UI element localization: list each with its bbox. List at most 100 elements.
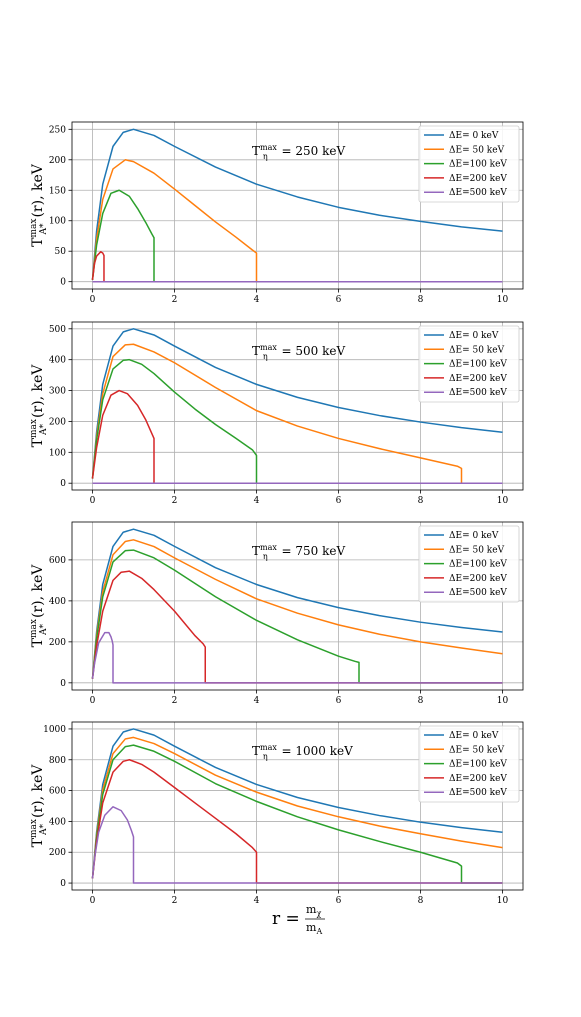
x-tick-label: 6 [336, 496, 342, 506]
ylabel-rest: (r), keV [30, 163, 46, 217]
series-line-2 [91, 159, 503, 283]
x-label-numerator: mχ [306, 903, 321, 918]
annotation-rest: = 1000 keV [278, 744, 353, 758]
legend-label: ΔE=500 keV [449, 788, 507, 798]
plot-frame [71, 721, 524, 891]
annotation-rest: = 250 keV [278, 144, 346, 158]
series-line-4 [91, 759, 503, 884]
x-axis-label: r = [272, 909, 300, 929]
annotation-sup: max [260, 543, 277, 552]
annotation-symbol: T [252, 344, 260, 358]
ylabel-sup: max [29, 419, 39, 438]
legend-label: ΔE= 0 keV [449, 331, 499, 341]
series-line-3 [91, 358, 503, 484]
series-line-1 [91, 328, 503, 479]
series-line-4 [91, 251, 503, 283]
legend-label: ΔE=100 keV [449, 760, 507, 770]
ylabel-sub: A* [39, 824, 49, 836]
y-tick-label: 0 [60, 278, 66, 288]
series-line-1 [91, 528, 503, 679]
series-line-3 [91, 549, 503, 684]
legend-box [418, 125, 520, 203]
legend-label: ΔE= 50 keV [449, 145, 505, 155]
x-tick-label: 8 [418, 896, 424, 906]
ylabel-sup: max [29, 619, 39, 638]
x-tick-label: 4 [254, 696, 260, 706]
series-line-2 [91, 736, 503, 879]
x-label-main: r = [272, 909, 300, 929]
legend: ΔE= 0 keV ΔE= 50 keV ΔE=100 keV ΔE=200 keV Δ… [418, 525, 520, 603]
panel-annotation: Tmax η = 1000 keV [252, 743, 353, 761]
annotation-symbol: T [252, 744, 260, 758]
legend-box [418, 325, 520, 403]
legend-label: ΔE=200 keV [449, 374, 507, 384]
x-tick-label: 6 [336, 696, 342, 706]
ylabel-sub: A* [39, 223, 49, 235]
x-tick-label: 10 [497, 496, 509, 506]
x-tick-label: 10 [497, 896, 509, 906]
y-tick-label: 0 [60, 679, 66, 689]
y-tick-label: 250 [49, 125, 66, 135]
ylabel-sup: max [29, 819, 39, 838]
ylabel-symbol: T [30, 437, 46, 447]
x-tick-label: 0 [90, 295, 96, 305]
ylabel-symbol: T [30, 637, 46, 647]
y-tick-label: 200 [49, 848, 66, 858]
y-tick-label: 600 [49, 787, 66, 797]
ylabel-sup: max [29, 219, 39, 238]
ylabel-rest: (r), keV [30, 364, 46, 418]
series-line-2 [91, 539, 503, 679]
y-tick-label: 150 [49, 186, 66, 196]
plot-frame [71, 321, 524, 491]
series-line-4 [91, 389, 503, 484]
legend: ΔE= 0 keV ΔE= 50 keV ΔE=100 keV ΔE=200 keV Δ… [418, 725, 520, 803]
legend-label: ΔE= 0 keV [449, 731, 499, 741]
series-line-5 [91, 806, 503, 884]
ylabel-rest: (r), keV [30, 564, 46, 618]
y-tick-label: 300 [49, 387, 66, 397]
y-tick-label: 0 [60, 879, 66, 889]
series-line-5 [91, 631, 503, 684]
y-tick-label: 400 [49, 817, 66, 827]
ylabel-sub: A* [39, 424, 49, 436]
y-tick-label: 200 [49, 156, 66, 166]
legend-label: ΔE= 50 keV [449, 745, 505, 755]
series-line-1 [91, 728, 503, 879]
ylabel-rest: (r), keV [30, 764, 46, 818]
y-axis-label: TmaxA* (r), keV [29, 764, 49, 848]
ylabel-symbol: T [30, 237, 46, 247]
ylabel-sub: A* [39, 624, 49, 636]
annotation-sup: max [260, 343, 277, 352]
y-tick-label: 100 [49, 217, 66, 227]
x-tick-label: 0 [90, 896, 96, 906]
annotation-sup: max [260, 743, 277, 752]
legend: ΔE= 0 keV ΔE= 50 keV ΔE=100 keV ΔE=200 keV Δ… [418, 325, 520, 403]
legend-label: ΔE=200 keV [449, 774, 507, 784]
x-tick-label: 8 [418, 496, 424, 506]
x-tick-label: 4 [254, 896, 260, 906]
annotation-rest: = 500 keV [278, 344, 346, 358]
series-line-4 [91, 570, 503, 684]
panel-annotation: Tmax η = 250 keV [252, 143, 345, 161]
x-tick-label: 10 [497, 696, 509, 706]
y-tick-label: 1000 [43, 725, 66, 735]
y-tick-label: 400 [49, 597, 66, 607]
legend-label: ΔE=500 keV [449, 588, 507, 598]
annotation-rest: = 750 keV [278, 544, 346, 558]
panel-annotation: Tmax η = 500 keV [252, 343, 345, 361]
panel-annotation: Tmax η = 750 keV [252, 543, 345, 561]
legend-label: ΔE=200 keV [449, 574, 507, 584]
x-tick-label: 6 [336, 896, 342, 906]
plot-frame [71, 121, 524, 290]
annotation-symbol: T [252, 144, 260, 158]
y-axis-label: TmaxA* (r), keV [29, 564, 49, 648]
x-tick-label: 0 [90, 496, 96, 506]
legend-label: ΔE=100 keV [449, 360, 507, 370]
series-line-3 [91, 744, 503, 884]
ylabel-symbol: T [30, 837, 46, 847]
x-tick-label: 4 [254, 496, 260, 506]
